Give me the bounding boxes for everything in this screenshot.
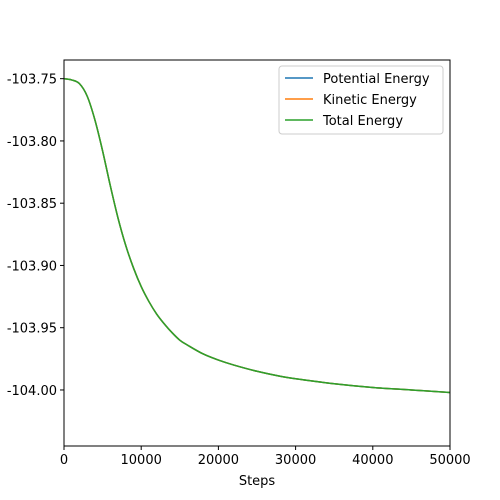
plot-area-frame (63, 59, 451, 447)
legend-entry-label: Potential Energy (323, 72, 430, 87)
y-tick-label: -103.80 (7, 135, 57, 150)
legend-entry-label: Total Energy (322, 114, 403, 129)
x-tick-label: 20000 (198, 453, 239, 468)
y-tick-label: -103.90 (7, 259, 57, 274)
x-tick-label: 30000 (275, 453, 316, 468)
y-tick-label: -103.75 (7, 73, 57, 88)
x-axis: 0 10000 20000 30000 40000 50000 (60, 446, 471, 468)
x-tick-label: 40000 (352, 453, 393, 468)
y-axis: -103.75 -103.80 -103.85 -103.90 -103.95 -104.… (7, 73, 64, 399)
legend: Potential Energy Kinetic Energy Total Ener… (278, 65, 444, 135)
series-line-total-energy (64, 77, 450, 394)
x-tick-label: 10000 (121, 453, 162, 468)
x-tick-label: 50000 (429, 453, 470, 468)
series-layer (64, 77, 450, 394)
y-tick-label: -104.00 (7, 384, 57, 399)
y-tick-label: -103.85 (7, 197, 57, 212)
legend-box (278, 65, 444, 135)
x-axis-label: Steps (239, 474, 276, 489)
x-tick-label: 0 (60, 453, 68, 468)
y-tick-label: -103.95 (7, 322, 57, 337)
legend-entry-label: Kinetic Energy (323, 93, 417, 108)
